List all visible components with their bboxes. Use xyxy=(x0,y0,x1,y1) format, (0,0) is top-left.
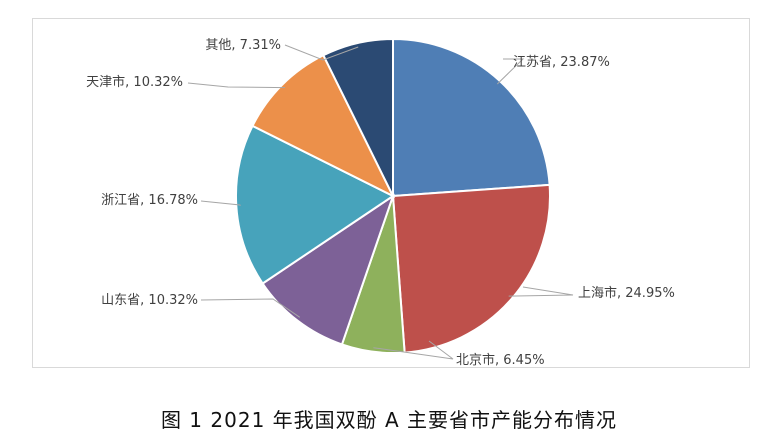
slice-label-2: 上海市, 24.95% xyxy=(578,285,675,301)
pie-slice-5 xyxy=(234,124,395,285)
slice-label-1: 江苏省, 23.87% xyxy=(513,54,610,70)
slice-label-7: 其他, 7.31% xyxy=(205,38,281,53)
leader-line-7 xyxy=(284,44,359,61)
pie-slice-4 xyxy=(261,193,395,346)
leader-line-6 xyxy=(187,82,286,89)
slice-label-3: 北京市, 6.45% xyxy=(456,352,545,368)
pie-slice-2 xyxy=(391,183,551,354)
leader-line-1 xyxy=(496,58,525,85)
figure-caption: 图 1 2021 年我国双酚 A 主要省市产能分布情况 xyxy=(160,408,618,432)
leader-line-5 xyxy=(200,200,241,206)
pie-slice-6 xyxy=(251,53,396,199)
chart-frame: 江苏省, 23.87% 上海市, 24.95% 北京市, 6.45% 山东省, 10.… xyxy=(32,18,750,368)
slice-label-4: 山东省, 10.32% xyxy=(101,293,198,308)
slice-label-6: 天津市, 10.32% xyxy=(86,74,183,90)
leader-line-4 xyxy=(200,298,301,318)
leader-line-3 xyxy=(373,340,454,360)
pie-slice-7 xyxy=(322,37,394,197)
leader-line-2 xyxy=(508,286,574,297)
pie-chart: 江苏省, 23.87% 上海市, 24.95% 北京市, 6.45% 山东省, 10.… xyxy=(86,37,675,368)
slice-label-5: 浙江省, 16.78% xyxy=(101,193,198,208)
